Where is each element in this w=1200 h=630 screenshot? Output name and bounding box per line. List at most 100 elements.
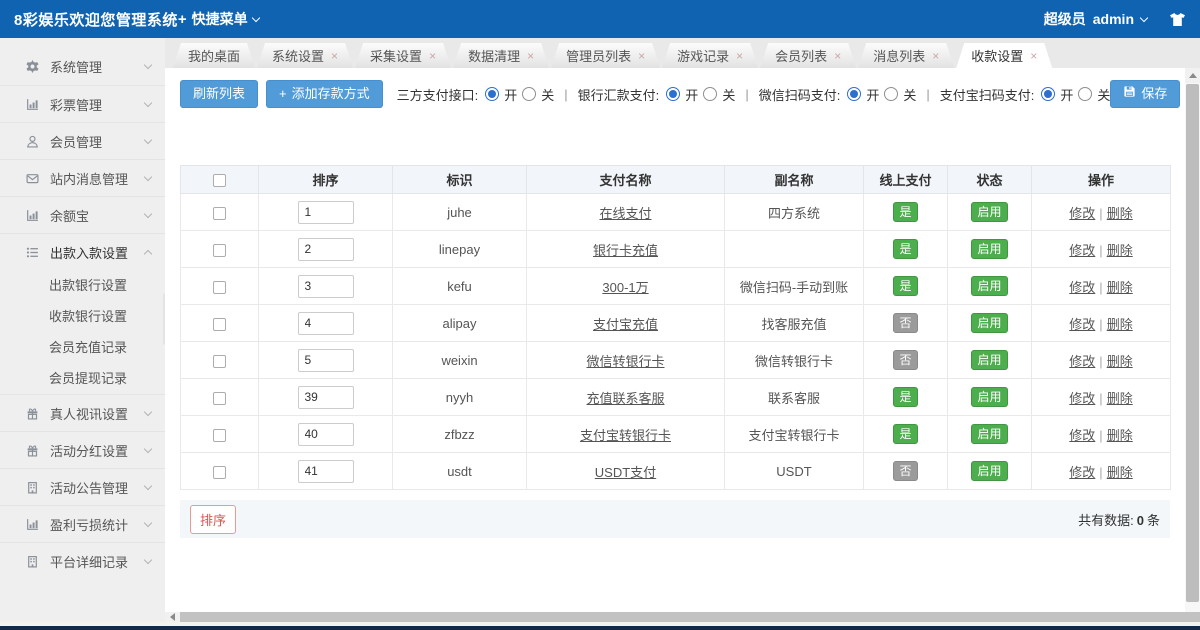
pay-name-link[interactable]: 300-1万 bbox=[602, 279, 649, 295]
refresh-list-button[interactable]: 刷新列表 bbox=[180, 80, 259, 108]
sidebar-item[interactable]: 出款入款设置 bbox=[0, 233, 165, 270]
edit-link[interactable]: 修改 bbox=[1069, 242, 1096, 258]
edit-link[interactable]: 修改 bbox=[1069, 427, 1096, 443]
pay-name-link[interactable]: 银行卡充值 bbox=[592, 242, 658, 258]
delete-link[interactable]: 删除 bbox=[1106, 390, 1133, 406]
row-checkbox[interactable] bbox=[213, 391, 226, 405]
scroll-left-arrow[interactable] bbox=[165, 612, 179, 622]
sort-input[interactable] bbox=[297, 348, 354, 372]
close-icon[interactable]: × bbox=[429, 48, 437, 63]
quick-menu-button[interactable]: + 快捷菜单 bbox=[178, 9, 260, 29]
delete-link[interactable]: 删除 bbox=[1106, 205, 1133, 221]
user-menu[interactable]: 超级员 admin bbox=[1044, 9, 1149, 29]
sort-input[interactable] bbox=[297, 311, 354, 335]
close-icon[interactable]: × bbox=[638, 48, 646, 63]
radio-off-label[interactable]: 关 bbox=[1097, 87, 1111, 103]
sort-button[interactable]: 排序 bbox=[190, 504, 237, 534]
select-all-checkbox[interactable] bbox=[213, 174, 226, 188]
close-icon[interactable]: × bbox=[932, 48, 940, 63]
radio-on-label[interactable]: 开 bbox=[504, 87, 518, 103]
sidebar-item[interactable]: 活动分红设置 bbox=[0, 431, 165, 468]
pay-name-link[interactable]: 充值联系客服 bbox=[586, 390, 665, 406]
delete-link[interactable]: 删除 bbox=[1106, 279, 1133, 295]
pay-name-link[interactable]: 支付宝充值 bbox=[592, 316, 658, 332]
delete-link[interactable]: 删除 bbox=[1106, 427, 1133, 443]
pay-name-link[interactable]: 支付宝转银行卡 bbox=[579, 427, 671, 443]
radio-on-label[interactable]: 开 bbox=[685, 87, 699, 103]
sidebar-item[interactable]: 平台详细记录 bbox=[0, 542, 165, 579]
radio-on[interactable] bbox=[1041, 87, 1056, 101]
tab-系统设置[interactable]: 系统设置 × bbox=[257, 43, 353, 68]
tab-数据清理[interactable]: 数据清理 × bbox=[453, 43, 549, 68]
row-checkbox[interactable] bbox=[213, 354, 226, 368]
horizontal-scroll-thumb[interactable] bbox=[180, 612, 1200, 622]
sidebar-item[interactable]: 会员管理 bbox=[0, 122, 165, 159]
theme-skin-icon[interactable] bbox=[1169, 12, 1186, 27]
tab-会员列表[interactable]: 会员列表 × bbox=[760, 43, 856, 68]
add-deposit-method-button[interactable]: + 添加存款方式 bbox=[266, 80, 383, 108]
tab-消息列表[interactable]: 消息列表 × bbox=[858, 43, 954, 68]
sort-input[interactable] bbox=[297, 200, 354, 224]
close-icon[interactable]: × bbox=[834, 48, 842, 63]
radio-off-label[interactable]: 关 bbox=[722, 87, 736, 103]
delete-link[interactable]: 删除 bbox=[1106, 464, 1133, 480]
delete-link[interactable]: 删除 bbox=[1106, 316, 1133, 332]
tab-管理员列表[interactable]: 管理员列表 × bbox=[551, 43, 660, 68]
row-checkbox[interactable] bbox=[213, 317, 226, 331]
sort-input[interactable] bbox=[297, 237, 354, 261]
close-icon[interactable]: × bbox=[736, 48, 744, 63]
row-checkbox[interactable] bbox=[213, 280, 226, 294]
sort-input[interactable] bbox=[297, 422, 354, 446]
radio-off[interactable] bbox=[703, 87, 718, 101]
edit-link[interactable]: 修改 bbox=[1069, 316, 1096, 332]
edit-link[interactable]: 修改 bbox=[1069, 353, 1096, 369]
scroll-up-arrow[interactable] bbox=[1185, 68, 1200, 83]
tab-游戏记录[interactable]: 游戏记录 × bbox=[662, 43, 758, 68]
radio-on[interactable] bbox=[847, 87, 862, 101]
sidebar-item[interactable]: 真人视讯设置 bbox=[0, 394, 165, 431]
sidebar-item[interactable]: 彩票管理 bbox=[0, 85, 165, 122]
close-icon[interactable]: × bbox=[1030, 48, 1038, 63]
sidebar-subitem[interactable]: 收款银行设置 bbox=[49, 309, 128, 324]
radio-on[interactable] bbox=[485, 87, 500, 101]
sidebar-subitem[interactable]: 会员提现记录 bbox=[49, 371, 128, 386]
row-checkbox[interactable] bbox=[213, 206, 226, 220]
close-icon[interactable]: × bbox=[331, 48, 339, 63]
edit-link[interactable]: 修改 bbox=[1069, 279, 1096, 295]
tab-我的桌面[interactable]: 我的桌面 bbox=[173, 43, 255, 68]
radio-on[interactable] bbox=[666, 87, 681, 101]
sidebar-item[interactable]: 站内消息管理 bbox=[0, 159, 165, 196]
radio-off[interactable] bbox=[1078, 87, 1093, 101]
sidebar-subitem[interactable]: 会员充值记录 bbox=[49, 340, 128, 355]
sort-input[interactable] bbox=[297, 459, 354, 483]
radio-off[interactable] bbox=[884, 87, 899, 101]
sidebar-item[interactable]: 活动公告管理 bbox=[0, 468, 165, 505]
radio-on-label[interactable]: 开 bbox=[1060, 87, 1074, 103]
sort-input[interactable] bbox=[297, 385, 354, 409]
edit-link[interactable]: 修改 bbox=[1069, 390, 1096, 406]
close-icon[interactable]: × bbox=[527, 48, 535, 63]
edit-link[interactable]: 修改 bbox=[1069, 464, 1096, 480]
pay-name-link[interactable]: 微信转银行卡 bbox=[586, 353, 665, 369]
sort-input[interactable] bbox=[297, 274, 354, 298]
radio-off-label[interactable]: 关 bbox=[903, 87, 917, 103]
sidebar-item[interactable]: 余额宝 bbox=[0, 196, 165, 233]
radio-off-label[interactable]: 关 bbox=[541, 87, 555, 103]
row-checkbox[interactable] bbox=[213, 428, 226, 442]
sidebar-item[interactable]: 系统管理 bbox=[0, 48, 165, 85]
tab-采集设置[interactable]: 采集设置 × bbox=[355, 43, 451, 68]
sidebar-subitem[interactable]: 出款银行设置 bbox=[49, 278, 128, 293]
pay-name-link[interactable]: 在线支付 bbox=[599, 205, 652, 221]
sidebar-item[interactable]: 盈利亏损统计 bbox=[0, 505, 165, 542]
radio-on-label[interactable]: 开 bbox=[866, 87, 880, 103]
vertical-scroll-thumb[interactable] bbox=[1186, 84, 1199, 602]
delete-link[interactable]: 删除 bbox=[1106, 353, 1133, 369]
row-checkbox[interactable] bbox=[213, 465, 226, 479]
tab-收款设置[interactable]: 收款设置 × bbox=[956, 43, 1052, 68]
delete-link[interactable]: 删除 bbox=[1106, 242, 1133, 258]
row-checkbox[interactable] bbox=[213, 243, 226, 257]
pay-name-link[interactable]: USDT支付 bbox=[594, 464, 657, 480]
edit-link[interactable]: 修改 bbox=[1069, 205, 1096, 221]
radio-off[interactable] bbox=[522, 87, 537, 101]
save-button[interactable]: 保存 bbox=[1110, 80, 1181, 108]
